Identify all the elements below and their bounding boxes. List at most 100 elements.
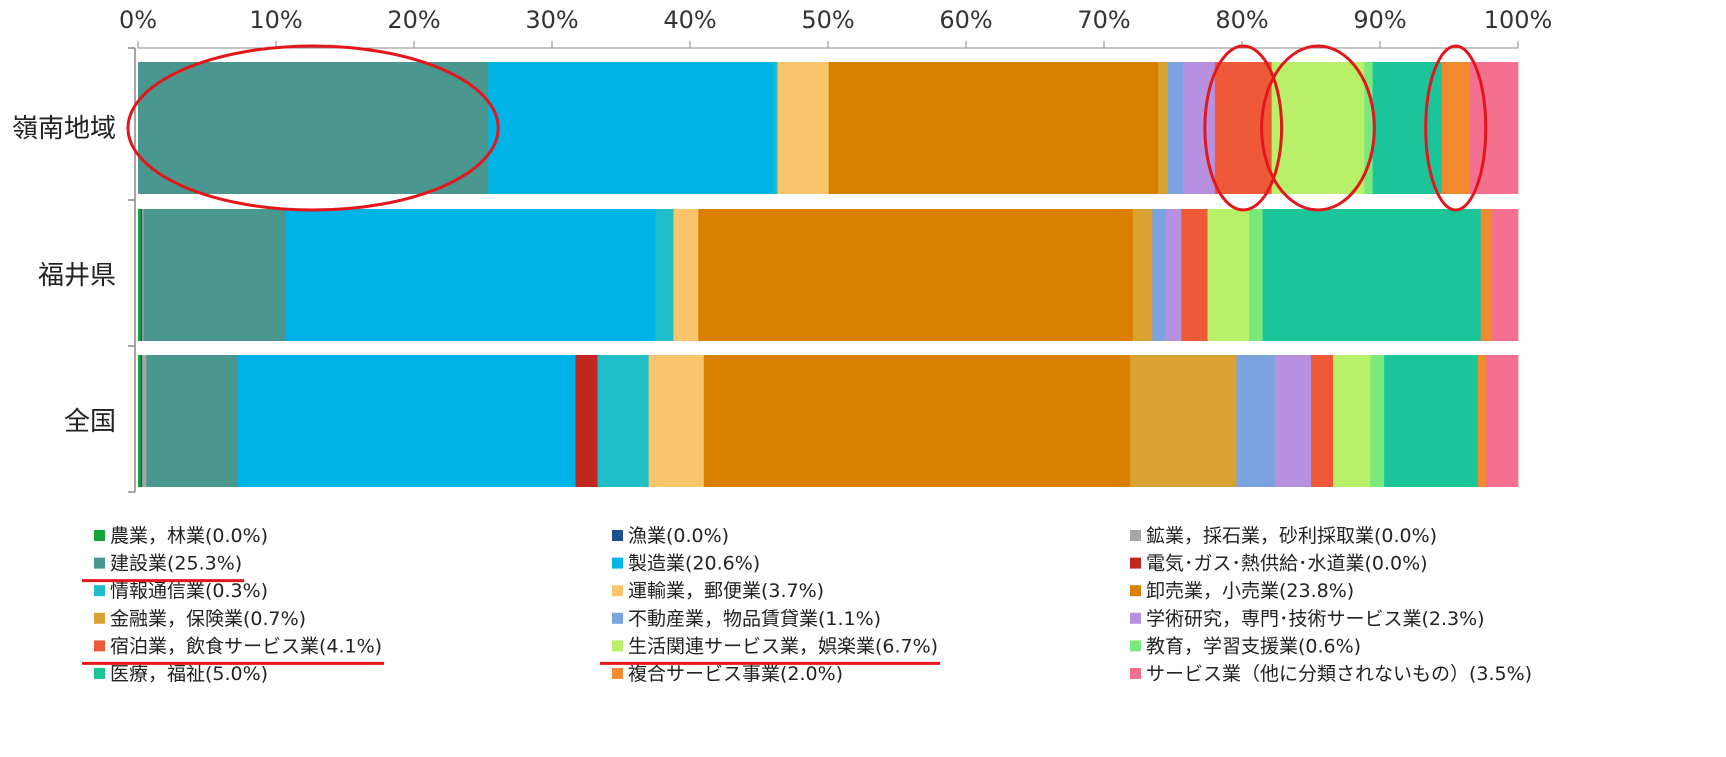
bar-segment: [1130, 355, 1237, 487]
highlight-ellipse: [1203, 44, 1284, 212]
bar-segment: [140, 209, 143, 341]
bar-segment: [1486, 355, 1519, 487]
bar-segment: [1477, 355, 1487, 487]
bar-segment: [1333, 355, 1371, 487]
legend-label: 情報通信業(0.3%): [110, 580, 268, 602]
legend-label: 漁業(0.0%): [628, 525, 729, 547]
bar-segment: [1158, 62, 1169, 194]
bar-segment: [1384, 355, 1479, 487]
bar-segment: [1214, 62, 1273, 194]
highlight-annotations: [82, 44, 1488, 665]
bar-segment: [143, 209, 287, 341]
legend-swatch: [612, 530, 623, 541]
bar-segment: [673, 209, 699, 341]
legend-label: 学術研究，専門･技術サービス業(2.3%): [1146, 608, 1485, 630]
bar-segment: [1441, 62, 1470, 194]
bar-segment: [1311, 355, 1334, 487]
legend-swatch: [612, 557, 623, 569]
x-tick-label: 40%: [663, 6, 716, 34]
legend: 農業，林業(0.0%) 漁業(0.0%) 鉱業，採石業，砂利採取業(0.0%) 建設業…: [94, 525, 1532, 685]
legend-label: 宿泊業，飲食サービス業(4.1%): [110, 635, 382, 657]
legend-swatch: [612, 585, 623, 597]
bar-segment: [1236, 355, 1276, 487]
highlight-ellipse: [126, 44, 500, 212]
legend-swatch: [1130, 612, 1141, 624]
bar-segment: [703, 355, 1131, 487]
bar-segment: [1167, 62, 1184, 194]
legend-label: 教育，学習支援業(0.6%): [1146, 635, 1361, 657]
bar-segment: [1370, 355, 1385, 487]
y-category-label: 福井県: [38, 261, 116, 291]
x-tick-label: 70%: [1077, 6, 1130, 34]
legend-label: 卸売業，小売業(23.8%): [1146, 580, 1354, 602]
bar-segment: [1491, 209, 1519, 341]
bar-segment: [488, 62, 774, 194]
bar-segments: [138, 62, 1519, 487]
bar-segment: [597, 355, 649, 487]
legend-label: 複合サービス事業(2.0%): [628, 663, 843, 685]
x-tick-label: 60%: [939, 6, 992, 34]
bar-segment: [655, 209, 674, 341]
legend-swatch: [94, 530, 105, 541]
bar-segment: [1207, 209, 1250, 341]
bar-segment: [648, 355, 705, 487]
x-axis-ticks: 0% 10% 20% 30% 40% 50% 60% 70% 80% 90% 100%: [119, 6, 1552, 48]
legend-swatch: [94, 668, 105, 679]
legend-swatch: [1130, 585, 1141, 597]
bar-segment: [1469, 62, 1519, 194]
legend-label: 電気･ガス･熱供給･水道業(0.0%): [1146, 553, 1428, 575]
bar-segment: [1248, 209, 1264, 341]
legend-swatch: [94, 585, 105, 597]
bar-segment: [777, 62, 830, 194]
legend-label: 製造業(20.6%): [628, 553, 760, 575]
legend-label: 生活関連サービス業，娯楽業(6.7%): [628, 635, 938, 657]
bar-segment: [1275, 355, 1312, 487]
bar-segment: [142, 209, 144, 341]
bar-segment: [142, 355, 147, 487]
bar-segment: [1181, 209, 1208, 341]
bar-segment: [237, 355, 576, 487]
bar-segment: [1132, 209, 1153, 341]
x-tick-label: 80%: [1215, 6, 1268, 34]
legend-swatch: [94, 557, 105, 569]
highlight-ellipse: [1260, 44, 1376, 212]
legend-swatch: [94, 640, 105, 652]
legend-swatch: [1130, 530, 1141, 541]
y-category-label: 全国: [64, 407, 116, 437]
bar-segment: [1152, 209, 1167, 341]
bar-segment: [1364, 62, 1374, 194]
legend-label: 金融業，保険業(0.7%): [110, 608, 306, 630]
highlight-ellipse: [1424, 44, 1488, 212]
bar-segment: [773, 62, 778, 194]
legend-label: 運輸業，郵便業(3.7%): [628, 580, 824, 602]
bar-segment: [140, 355, 143, 487]
legend-label: サービス業（他に分類されないもの）(3.5%): [1146, 663, 1532, 685]
bar-segment: [146, 355, 238, 487]
bar-segment: [1480, 209, 1493, 341]
legend-label: 医療，福祉(5.0%): [110, 663, 268, 685]
bar-segment: [285, 209, 656, 341]
legend-swatch: [612, 640, 623, 652]
legend-swatch: [1130, 668, 1141, 679]
x-tick-label: 20%: [387, 6, 440, 34]
bar-segment: [138, 209, 142, 341]
bar-segment: [138, 355, 142, 487]
bar-segment: [138, 62, 489, 194]
legend-label: 農業，林業(0.0%): [110, 525, 268, 547]
x-tick-label: 30%: [525, 6, 578, 34]
bar-segment: [1262, 209, 1482, 341]
legend-swatch: [612, 668, 623, 679]
x-tick-label: 90%: [1353, 6, 1406, 34]
legend-label: 不動産業，物品賃貸業(1.1%): [628, 608, 881, 630]
y-category-label: 嶺南地域: [12, 114, 116, 144]
x-tick-label: 10%: [249, 6, 302, 34]
bar-segment: [1271, 62, 1365, 194]
legend-swatch: [94, 612, 105, 624]
bar-segment: [575, 355, 598, 487]
bar-segment: [698, 209, 1134, 341]
axis-lines: [128, 47, 1518, 493]
legend-swatch: [1130, 640, 1141, 652]
